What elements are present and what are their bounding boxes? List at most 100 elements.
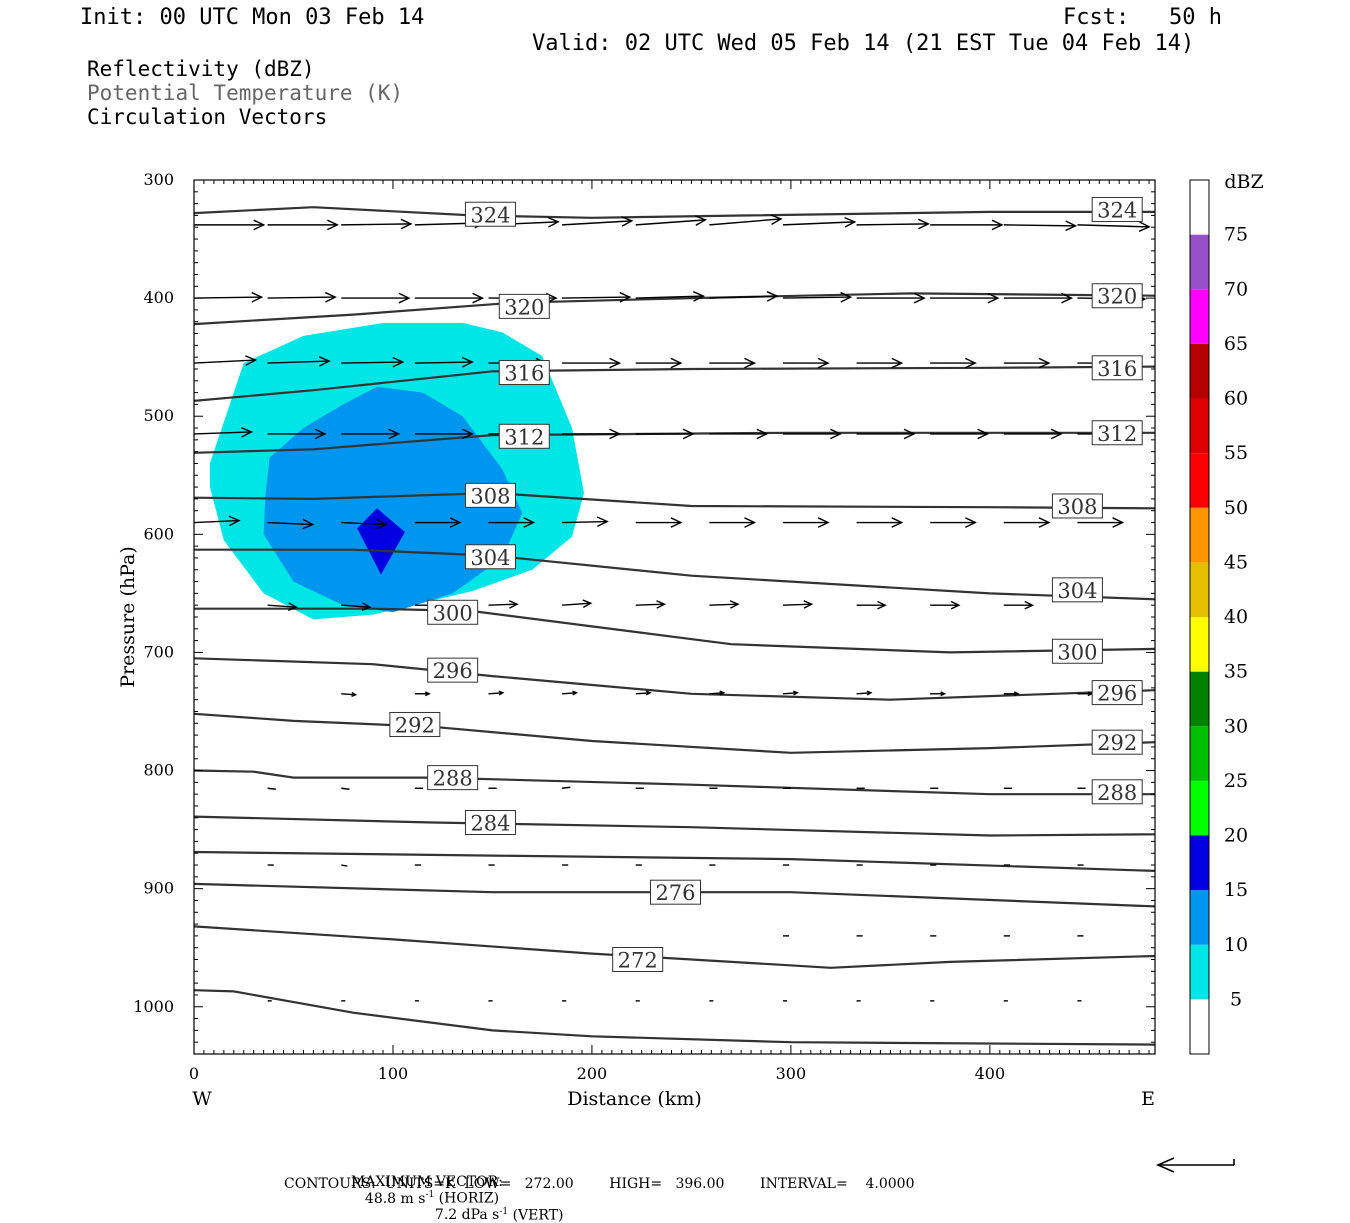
theta-label-box	[1091, 779, 1143, 805]
vector-head	[241, 426, 254, 438]
vector-head	[498, 690, 505, 696]
vector-head	[425, 691, 431, 697]
vector-head	[1050, 428, 1063, 440]
vector-head	[253, 219, 266, 231]
theta-label-box	[1051, 493, 1103, 519]
theta-label: 296	[433, 659, 473, 683]
colorbar: 5 10 15 20 25 30 35 40 45 50 55 60 65 70 75 dBZ	[1189, 171, 1264, 1055]
east-label: E	[1141, 1088, 1155, 1110]
vector-head	[547, 216, 560, 228]
vector-shaft	[341, 361, 403, 364]
horiz-tag: (HORIZ)	[434, 1190, 500, 1207]
theta-label: 304	[1057, 579, 1097, 603]
field-reflectivity: Reflectivity (dBZ)	[87, 57, 315, 81]
colorbar-segment	[1190, 180, 1209, 235]
vector-head	[318, 356, 331, 367]
colorbar-label: 5	[1230, 988, 1242, 1010]
vector-shaft	[635, 603, 665, 606]
vector-head	[228, 515, 241, 527]
colorbar-label: 45	[1224, 551, 1248, 573]
vector-head	[670, 357, 683, 369]
theta-label: 304	[470, 546, 510, 570]
vector-head	[729, 600, 740, 609]
vector-shaft	[635, 295, 704, 299]
colorbar-label: 55	[1224, 442, 1248, 464]
vert-sup: -1	[499, 1206, 509, 1217]
theta-label: 276	[655, 881, 695, 905]
theta-contour-280	[193, 850, 1156, 872]
vector-head	[766, 291, 779, 302]
theta-label: 320	[504, 295, 544, 319]
vector-shaft	[341, 521, 387, 526]
theta-label-box	[1091, 197, 1143, 223]
vector-shaft	[341, 223, 411, 226]
colorbar-segment	[1190, 671, 1209, 727]
vector-shaft	[341, 693, 356, 696]
colorbar-frame	[1189, 179, 1210, 1055]
vector-shaft	[1003, 224, 1076, 227]
colorbar-segment	[1190, 890, 1209, 945]
theta-label-box	[612, 947, 664, 973]
colorbar-label: 15	[1224, 879, 1248, 901]
vector-shaft	[341, 787, 350, 790]
colorbar-segment	[1190, 343, 1209, 399]
theta-label: 292	[1097, 731, 1137, 755]
vector-head	[621, 216, 634, 227]
theta-label-box	[1091, 283, 1143, 309]
theta-label: 296	[1097, 682, 1137, 706]
vector-head	[877, 600, 887, 610]
vector-shaft	[341, 864, 348, 867]
colorbar-label: 60	[1224, 388, 1248, 410]
field-vectors: Circulation Vectors	[87, 105, 328, 129]
vector-head	[462, 428, 474, 440]
theta-contour-308	[193, 491, 1156, 510]
vector-head	[891, 357, 904, 369]
vector-head	[817, 357, 830, 369]
theta-contour-316	[193, 365, 1156, 402]
theta-contour-296	[193, 657, 1156, 701]
theta-label-box	[1091, 680, 1143, 706]
vector-head	[375, 518, 388, 530]
vector-shaft	[267, 521, 313, 526]
theta-label-box	[427, 657, 479, 683]
vector-shaft	[267, 604, 297, 608]
vector-shaft	[709, 603, 739, 606]
theta-label: 288	[1097, 781, 1137, 805]
y-tick-label: 700	[143, 642, 174, 661]
vector-head	[840, 291, 853, 303]
vector-head	[670, 517, 683, 528]
y-tick-label: 800	[143, 761, 174, 780]
vector-shaft	[782, 692, 798, 695]
theta-label: 320	[1097, 285, 1137, 309]
vector-head	[609, 428, 622, 440]
vector-head	[1138, 221, 1151, 232]
theta-label: 300	[1057, 640, 1097, 664]
theta-label-box	[464, 810, 516, 836]
vector-shaft	[488, 603, 518, 606]
vector-shaft	[709, 218, 782, 226]
vector-head	[619, 291, 632, 303]
colorbar-segment	[1190, 234, 1209, 290]
vector-head	[1024, 600, 1035, 610]
theta-label: 292	[395, 713, 435, 737]
vector-head	[1112, 517, 1125, 528]
colorbar-segment	[1190, 398, 1209, 454]
forecast-hour: Fcst: 50 h	[1063, 5, 1222, 30]
colorbar-unit: dBZ	[1224, 171, 1263, 193]
vector-shaft	[562, 220, 632, 226]
vector-head	[940, 691, 947, 697]
vector-head	[302, 518, 315, 530]
vector-head	[251, 291, 264, 303]
theta-label-box	[498, 423, 550, 449]
theta-contour-276	[193, 882, 1156, 908]
theta-label-box	[1091, 355, 1143, 381]
vector-head	[844, 216, 857, 228]
colorbar-segment	[1190, 562, 1209, 617]
colorbar-label: 35	[1224, 661, 1248, 683]
colorbar-label: 50	[1224, 497, 1248, 519]
field-theta: Potential Temperature (K)	[87, 81, 404, 105]
theta-label: 288	[433, 767, 473, 791]
vector-head	[1065, 220, 1078, 232]
vector-head	[1061, 292, 1074, 304]
